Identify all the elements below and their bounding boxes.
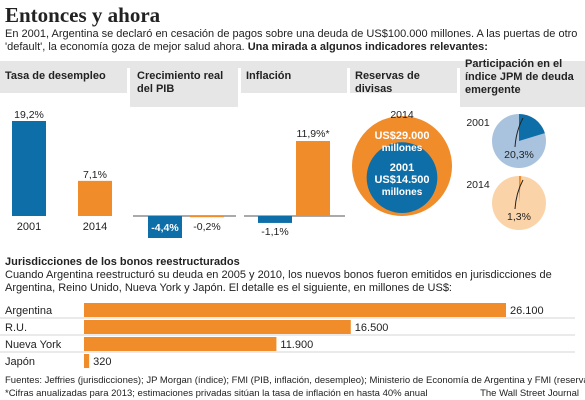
panel-jpm-band xyxy=(460,61,585,107)
inflation-title: Inflación xyxy=(246,70,292,82)
reserves-2001-amount: US$14.500 xyxy=(374,174,429,186)
footnote: *Cifras anualizadas para 2013; estimacio… xyxy=(5,388,428,399)
jpm-value-label: 1,3% xyxy=(507,211,531,223)
jurisdiction-value: 16.500 xyxy=(355,322,389,334)
panel-gdp-band xyxy=(130,61,238,107)
page-title: Entonces y ahora xyxy=(5,3,161,27)
bonds-section-title: Jurisdicciones de los bonos reestructura… xyxy=(5,256,240,268)
panel-inflation-band xyxy=(241,61,347,93)
jpm-year-label: 2014 xyxy=(466,179,490,191)
unemployment-title: Tasa de desempleo xyxy=(5,70,106,82)
unemployment-value-label: 19,2% xyxy=(14,109,44,121)
gdp-value-label: -4,4% xyxy=(151,222,179,234)
intro-bold: Una mirada a algunos indicadores relevan… xyxy=(247,41,488,53)
jurisdiction-bar-3 xyxy=(84,354,90,368)
jurisdiction-bar-0 xyxy=(84,303,506,317)
jurisdiction-value: 26.100 xyxy=(510,305,544,317)
jpm-pointer-line xyxy=(514,117,524,148)
jurisdiction-label: R.U. xyxy=(5,322,27,334)
reserves-circle-2001 xyxy=(366,142,438,213)
inflation-value-label: -1,1% xyxy=(261,226,288,238)
inflation-bar-2014 xyxy=(296,141,330,216)
intro-body: En 2001, Argentina se declaró en cesació… xyxy=(5,28,578,53)
jurisdiction-bar-1 xyxy=(84,320,351,334)
jurisdiction-label: Japón xyxy=(5,356,35,368)
jpm-pie-slice-2014 xyxy=(519,176,522,203)
panel-unemployment-band xyxy=(0,61,127,93)
jurisdiction-label: Nueva York xyxy=(5,339,62,351)
credit-text: The Wall Street Journal xyxy=(480,388,579,399)
reserves-2001-unit: millones xyxy=(382,187,423,198)
jpm-year-label: 2001 xyxy=(466,117,490,129)
jpm-pointer-line xyxy=(514,179,524,210)
reserves-year-label: 2014 xyxy=(390,109,414,121)
jpm-title: Participación en el índice JPM de deuda … xyxy=(465,58,574,96)
gdp-value-label: -0,2% xyxy=(193,221,220,233)
jurisdiction-value: 11.900 xyxy=(280,339,313,351)
unemployment-value-label: 7,1% xyxy=(83,169,107,181)
gdp-title: Crecimiento real del PIB xyxy=(137,70,224,95)
reserves-2001-year: 2001 xyxy=(390,162,414,174)
intro-text: En 2001, Argentina se declaró en cesació… xyxy=(5,28,581,54)
inflation-value-label: 11,9%* xyxy=(296,128,329,140)
gdp-bar-2001 xyxy=(148,216,182,238)
unemployment-bar-2001 xyxy=(12,121,46,216)
jpm-value-label: 20,3% xyxy=(504,149,534,161)
reserves-title: Reservas de divisas xyxy=(355,70,420,95)
reserves-2014-unit: millones xyxy=(382,143,423,154)
bonds-section-text: Cuando Argentina reestructuró su deuda e… xyxy=(5,269,552,294)
sources-note: Fuentes: Jeffries (jurisdicciones); JP M… xyxy=(5,375,585,386)
unemployment-year-label: 2014 xyxy=(83,221,107,233)
unemployment-year-label: 2001 xyxy=(17,221,41,233)
unemployment-bar-2014 xyxy=(78,180,112,216)
jurisdiction-label: Argentina xyxy=(5,305,53,317)
gdp-bar-2014 xyxy=(190,216,224,218)
reserves-2014-amount: US$29.000 xyxy=(374,130,429,142)
jpm-pie-slice-2001 xyxy=(519,114,545,141)
jurisdiction-value: 320 xyxy=(93,356,111,368)
panel-reserves-band xyxy=(350,61,457,93)
jurisdiction-bar-2 xyxy=(84,337,277,351)
inflation-bar-2001 xyxy=(258,216,292,223)
